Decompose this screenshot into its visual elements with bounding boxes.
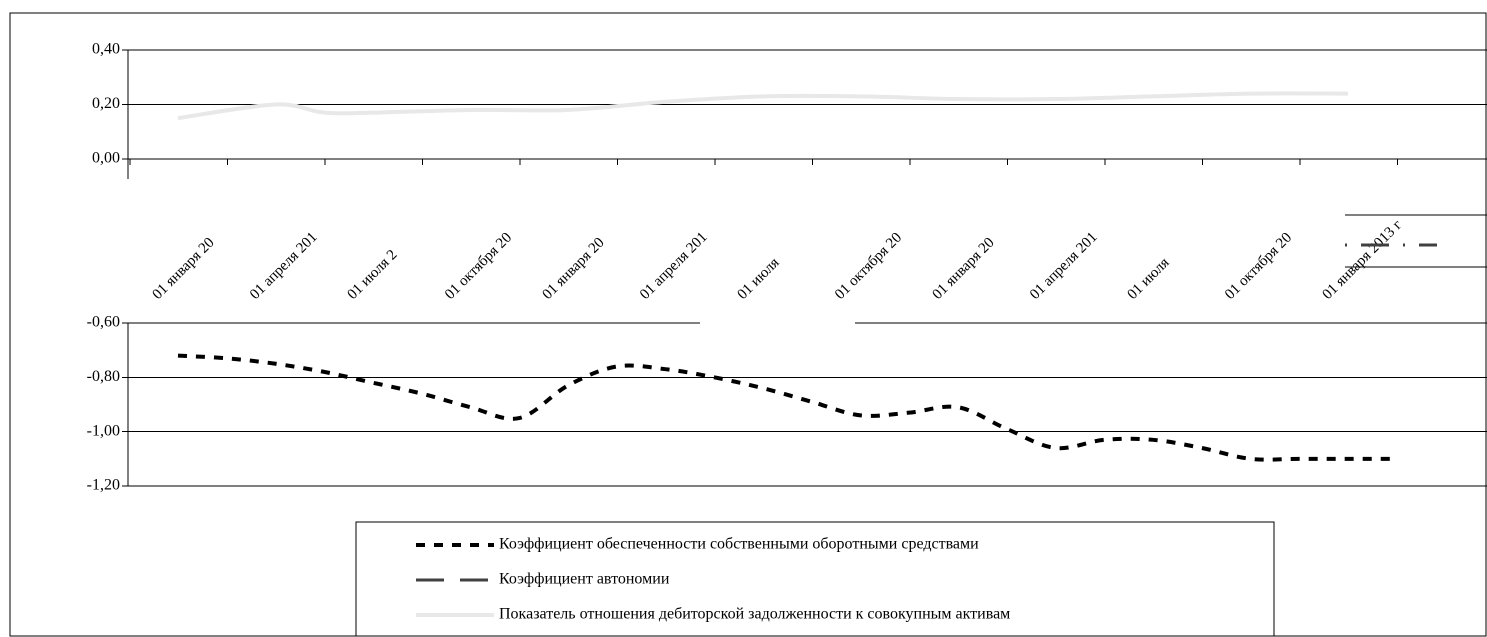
legend-label-1: Коэффициент автономии: [499, 571, 670, 588]
legend: Коэффициент обеспеченности собственными …: [355, 521, 1275, 637]
legend-label-2: Показатель отношения дебиторской задолже…: [499, 606, 1010, 623]
legend-box: [355, 521, 1275, 637]
series-layer: [177, 91, 1397, 462]
series-line-0: [177, 353, 1397, 462]
lower-y-axis-ticks: -0,60 -0,80 -1,00 -1,20: [87, 314, 129, 494]
upper-y-tick-label: 0,20: [92, 95, 120, 112]
upper-y-tick-label: 0,00: [92, 150, 120, 167]
label-occluder: [700, 300, 855, 326]
series-line-2: [177, 91, 1349, 121]
lower-y-tick-label: -1,20: [87, 477, 120, 494]
x-axis: [129, 159, 1398, 165]
lower-y-tick-label: -1,00: [87, 422, 120, 439]
lower-y-tick-label: -0,80: [87, 368, 120, 385]
upper-y-axis-ticks: 0,40 0,20 0,00: [92, 41, 129, 179]
lower-y-tick-label: -0,60: [87, 314, 120, 331]
upper-gridlines: [128, 49, 1487, 160]
legend-label-0: Коэффициент обеспеченности собственными …: [499, 536, 979, 553]
upper-y-tick-label: 0,40: [92, 41, 120, 58]
